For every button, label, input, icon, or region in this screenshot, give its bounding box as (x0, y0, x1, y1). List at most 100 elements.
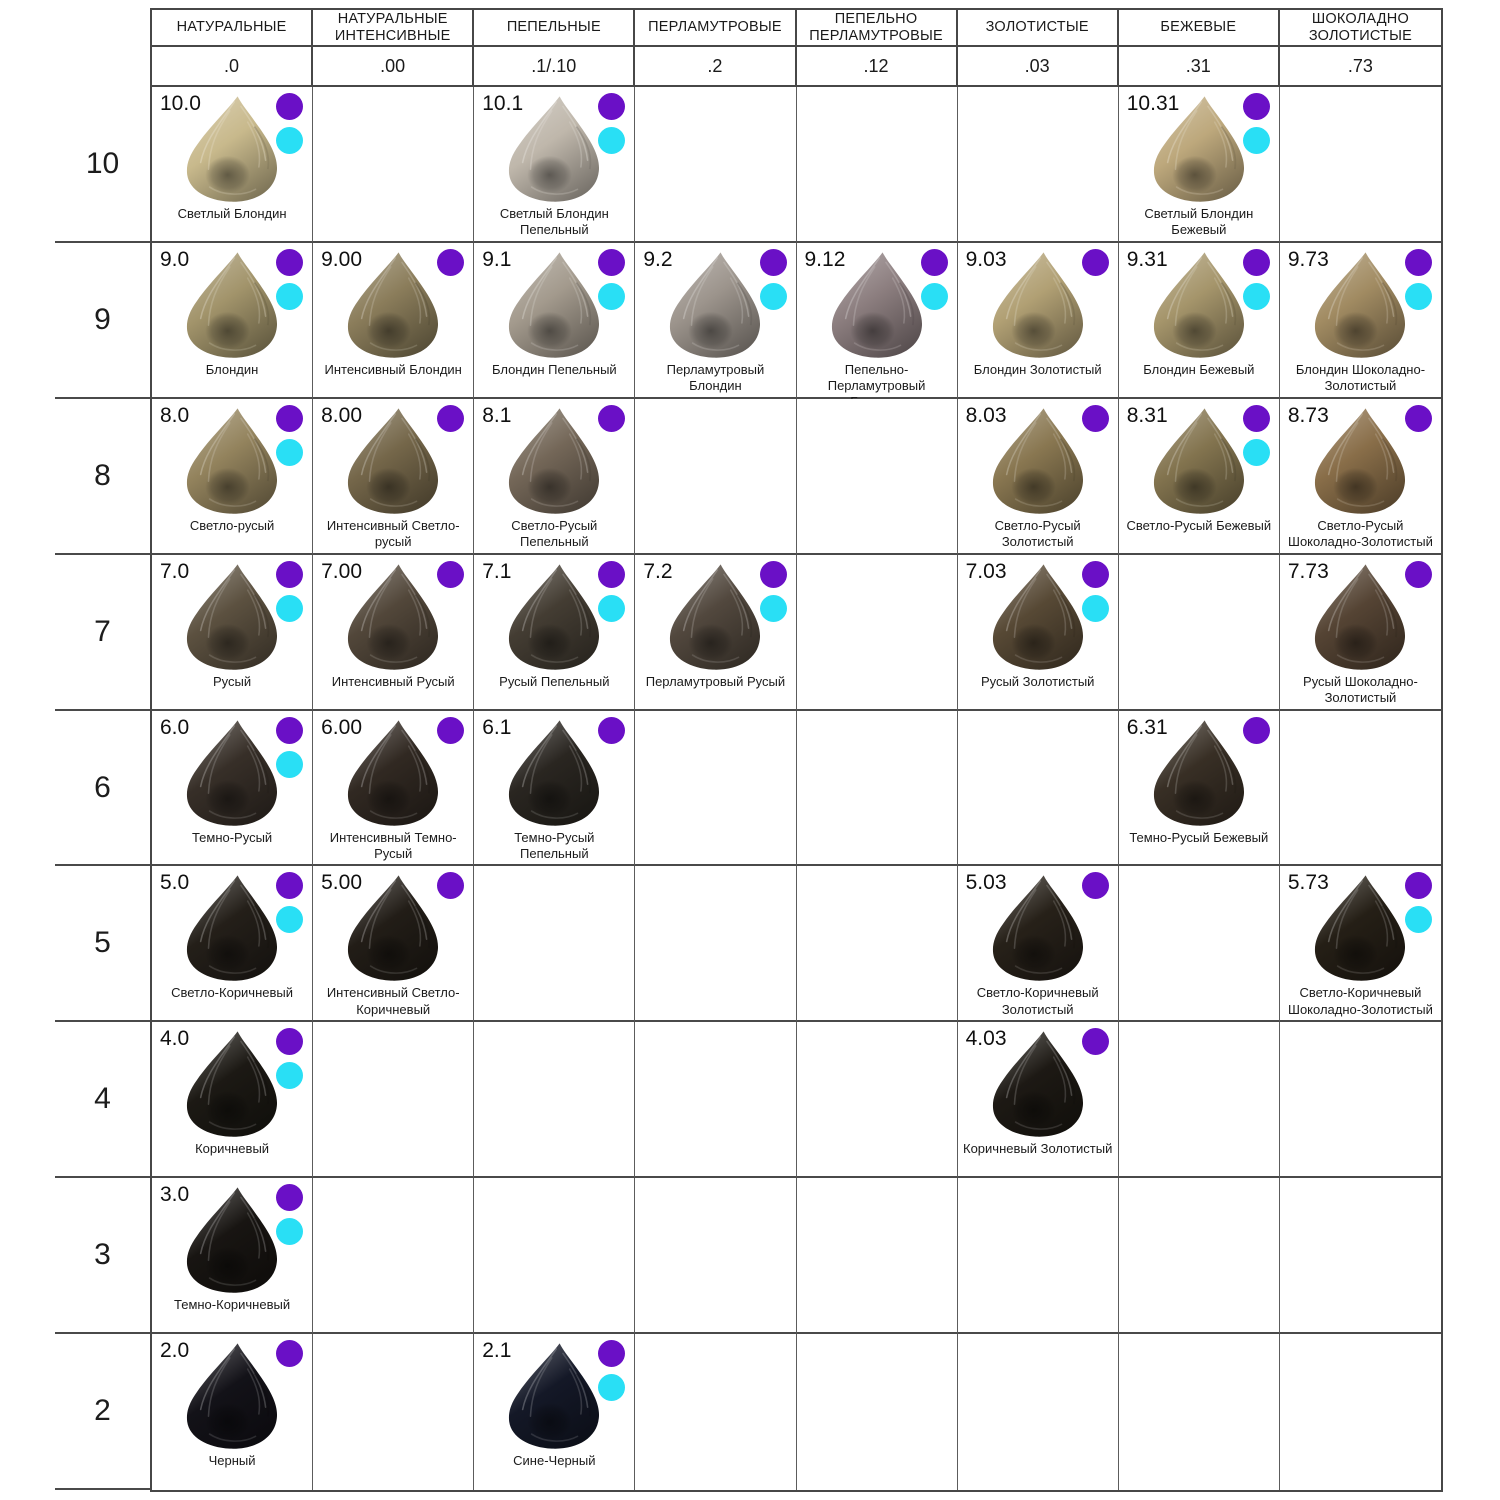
empty-cell (1279, 1178, 1441, 1335)
empty-cell (313, 1022, 475, 1179)
hair-swatch (992, 1031, 1083, 1138)
level-column: 10 9 8 7 6 5 4 3 2 (55, 87, 150, 1491)
empty-cell (957, 1334, 1119, 1491)
hair-swatch (509, 252, 600, 358)
shade-name: Светло-Русый Бежевый (1126, 517, 1272, 533)
dye-type-dots (276, 404, 304, 466)
dot-purple (598, 1340, 626, 1368)
column-code: .12 (796, 47, 958, 87)
shade-name: Интенсивный Светло-Коричневый (326, 985, 460, 1017)
shade-name: Интенсивный Русый (331, 673, 455, 689)
hair-swatch (1153, 252, 1244, 358)
dot-purple (598, 716, 626, 744)
shade-cell: 8.1 Светло-Русый Пепельный (474, 398, 636, 555)
empty-cell (474, 1022, 636, 1179)
dot-cyan (276, 1062, 304, 1090)
hair-swatch (992, 252, 1083, 358)
dye-type-dots (1081, 248, 1109, 276)
dot-purple (276, 248, 304, 276)
hair-swatch (992, 875, 1083, 982)
dye-type-dots (276, 1184, 304, 1246)
empty-cell (796, 866, 958, 1023)
dot-cyan (276, 906, 304, 934)
shade-name: Интенсивный Светло-русый (326, 517, 460, 550)
hair-swatch (1315, 875, 1406, 982)
dot-cyan (920, 282, 948, 310)
column-header: ПЕРЛАМУТРОВЫЕ (635, 10, 797, 47)
shade-code: 9.0 (160, 247, 190, 271)
dot-cyan (1405, 906, 1432, 934)
dot-purple (1242, 716, 1270, 744)
empty-cell (474, 866, 636, 1023)
hair-swatch (1153, 408, 1244, 514)
row-level: 3 (55, 1178, 150, 1335)
column-code: .2 (635, 47, 797, 87)
shade-cell: 2.0 Черный (152, 1334, 314, 1491)
dye-type-dots (276, 560, 304, 622)
column-code: .03 (957, 47, 1119, 87)
empty-cell (313, 1178, 475, 1335)
column-header-row: НАТУРАЛЬНЫЕ НАТУРАЛЬНЫЕ ИНТЕНСИВНЫЕ ПЕПЕЛЬ… (152, 10, 1441, 47)
shade-code: 9.03 (965, 247, 1007, 271)
hair-swatch (348, 875, 439, 982)
shade-name: Русый Шоколадно-Золотистый (1303, 673, 1418, 705)
empty-cell (796, 554, 958, 711)
dot-purple (1242, 93, 1270, 120)
shade-code: 9.1 (482, 247, 512, 271)
shade-grid: 10.0 Светлый Блондин 10.1 (152, 87, 1441, 1491)
shade-cell: 4.0 Коричневый (152, 1022, 314, 1179)
dot-cyan (1242, 438, 1270, 466)
shade-code: 2.1 (482, 1339, 512, 1363)
dye-type-dots (437, 248, 465, 276)
dot-cyan (1242, 127, 1270, 154)
row-level: 4 (55, 1022, 150, 1179)
shade-cell: 9.73 Блондин Шоколадно-Золотистый (1279, 242, 1441, 399)
shade-name: Русый (212, 673, 252, 689)
column-header: ШОКОЛАДНО ЗОЛОТИСТЫЕ (1279, 10, 1441, 47)
shade-code: 7.0 (160, 559, 190, 583)
shade-code: 2.0 (160, 1339, 190, 1363)
shade-code: 6.31 (1126, 715, 1168, 739)
shade-name: Черный (208, 1453, 256, 1469)
row-level: 6 (55, 711, 150, 867)
dot-purple (1081, 560, 1109, 588)
shade-cell: 10.1 Светлый Блондин Пепельный (474, 87, 636, 243)
hair-swatch (992, 564, 1083, 670)
shade-code: 7.03 (965, 559, 1007, 583)
hair-swatch (348, 564, 439, 670)
dot-cyan (1242, 282, 1270, 310)
dot-cyan (759, 594, 787, 622)
hair-swatch (186, 408, 278, 514)
shade-code: 5.03 (965, 871, 1007, 895)
shade-cell: 5.00 Интенсивный Светло-Коричневый (313, 866, 475, 1023)
shade-name: Светло-Русый Золотистый (994, 517, 1081, 550)
dot-cyan (276, 127, 304, 154)
hair-swatch (1315, 564, 1406, 670)
shade-cell: 6.0 Темно-Русый (152, 710, 314, 867)
dot-purple (276, 93, 304, 120)
shade-code: 7.00 (321, 559, 362, 583)
shade-code: 7.73 (1287, 559, 1329, 583)
dye-type-dots (1242, 93, 1270, 154)
dye-type-dots (1405, 404, 1432, 432)
shade-name: Светло-русый (189, 517, 275, 533)
dot-purple (598, 248, 626, 276)
hair-swatch (670, 252, 761, 358)
shade-cell: 8.0 Светло-русый (152, 398, 314, 555)
column-header: ЗОЛОТИСТЫЕ (957, 10, 1119, 47)
shade-name: Блондин Бежевый (1143, 361, 1255, 377)
hair-swatch (509, 564, 600, 670)
shade-name: Блондин Пепельный (491, 361, 617, 377)
dot-purple (598, 93, 626, 120)
dot-purple (437, 404, 465, 432)
column-code: .73 (1279, 47, 1441, 87)
shade-code: 8.00 (321, 403, 362, 427)
dye-type-dots (276, 872, 304, 934)
column-code: .1/.10 (474, 47, 636, 87)
hair-swatch (831, 252, 922, 358)
shade-code: 8.31 (1126, 403, 1168, 427)
shade-name: Светло-Коричневый (171, 985, 294, 1001)
shade-cell: 6.1 Темно-Русый Пепельный (474, 710, 636, 867)
shade-cell: 9.31 Блондин Бежевый (1118, 242, 1280, 399)
dot-cyan (598, 1374, 626, 1402)
